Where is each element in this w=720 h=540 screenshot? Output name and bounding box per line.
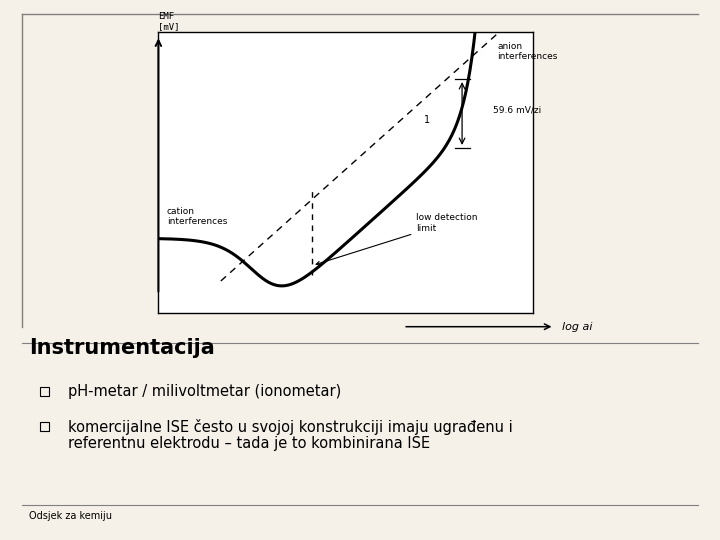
Text: anion
interferences: anion interferences <box>498 42 558 61</box>
Text: komercijalne ISE često u svojoj konstrukciji imaju ugrađenu i: komercijalne ISE često u svojoj konstruk… <box>68 418 513 435</box>
Text: pH-metar / milivoltmetar (ionometar): pH-metar / milivoltmetar (ionometar) <box>68 384 342 399</box>
Text: Instrumentacija: Instrumentacija <box>29 338 215 357</box>
Text: low detection
limit: low detection limit <box>316 213 478 265</box>
Text: 1: 1 <box>423 115 430 125</box>
Text: log ai: log ai <box>562 322 592 332</box>
Text: Odsjek za kemiju: Odsjek za kemiju <box>29 511 112 521</box>
Text: 59.6 mV/zi: 59.6 mV/zi <box>493 106 541 115</box>
Text: EMF
[mV]: EMF [mV] <box>158 12 180 31</box>
Text: referentnu elektrodu – tada je to kombinirana ISE: referentnu elektrodu – tada je to kombin… <box>68 436 431 451</box>
Text: cation
interferences: cation interferences <box>167 207 227 226</box>
